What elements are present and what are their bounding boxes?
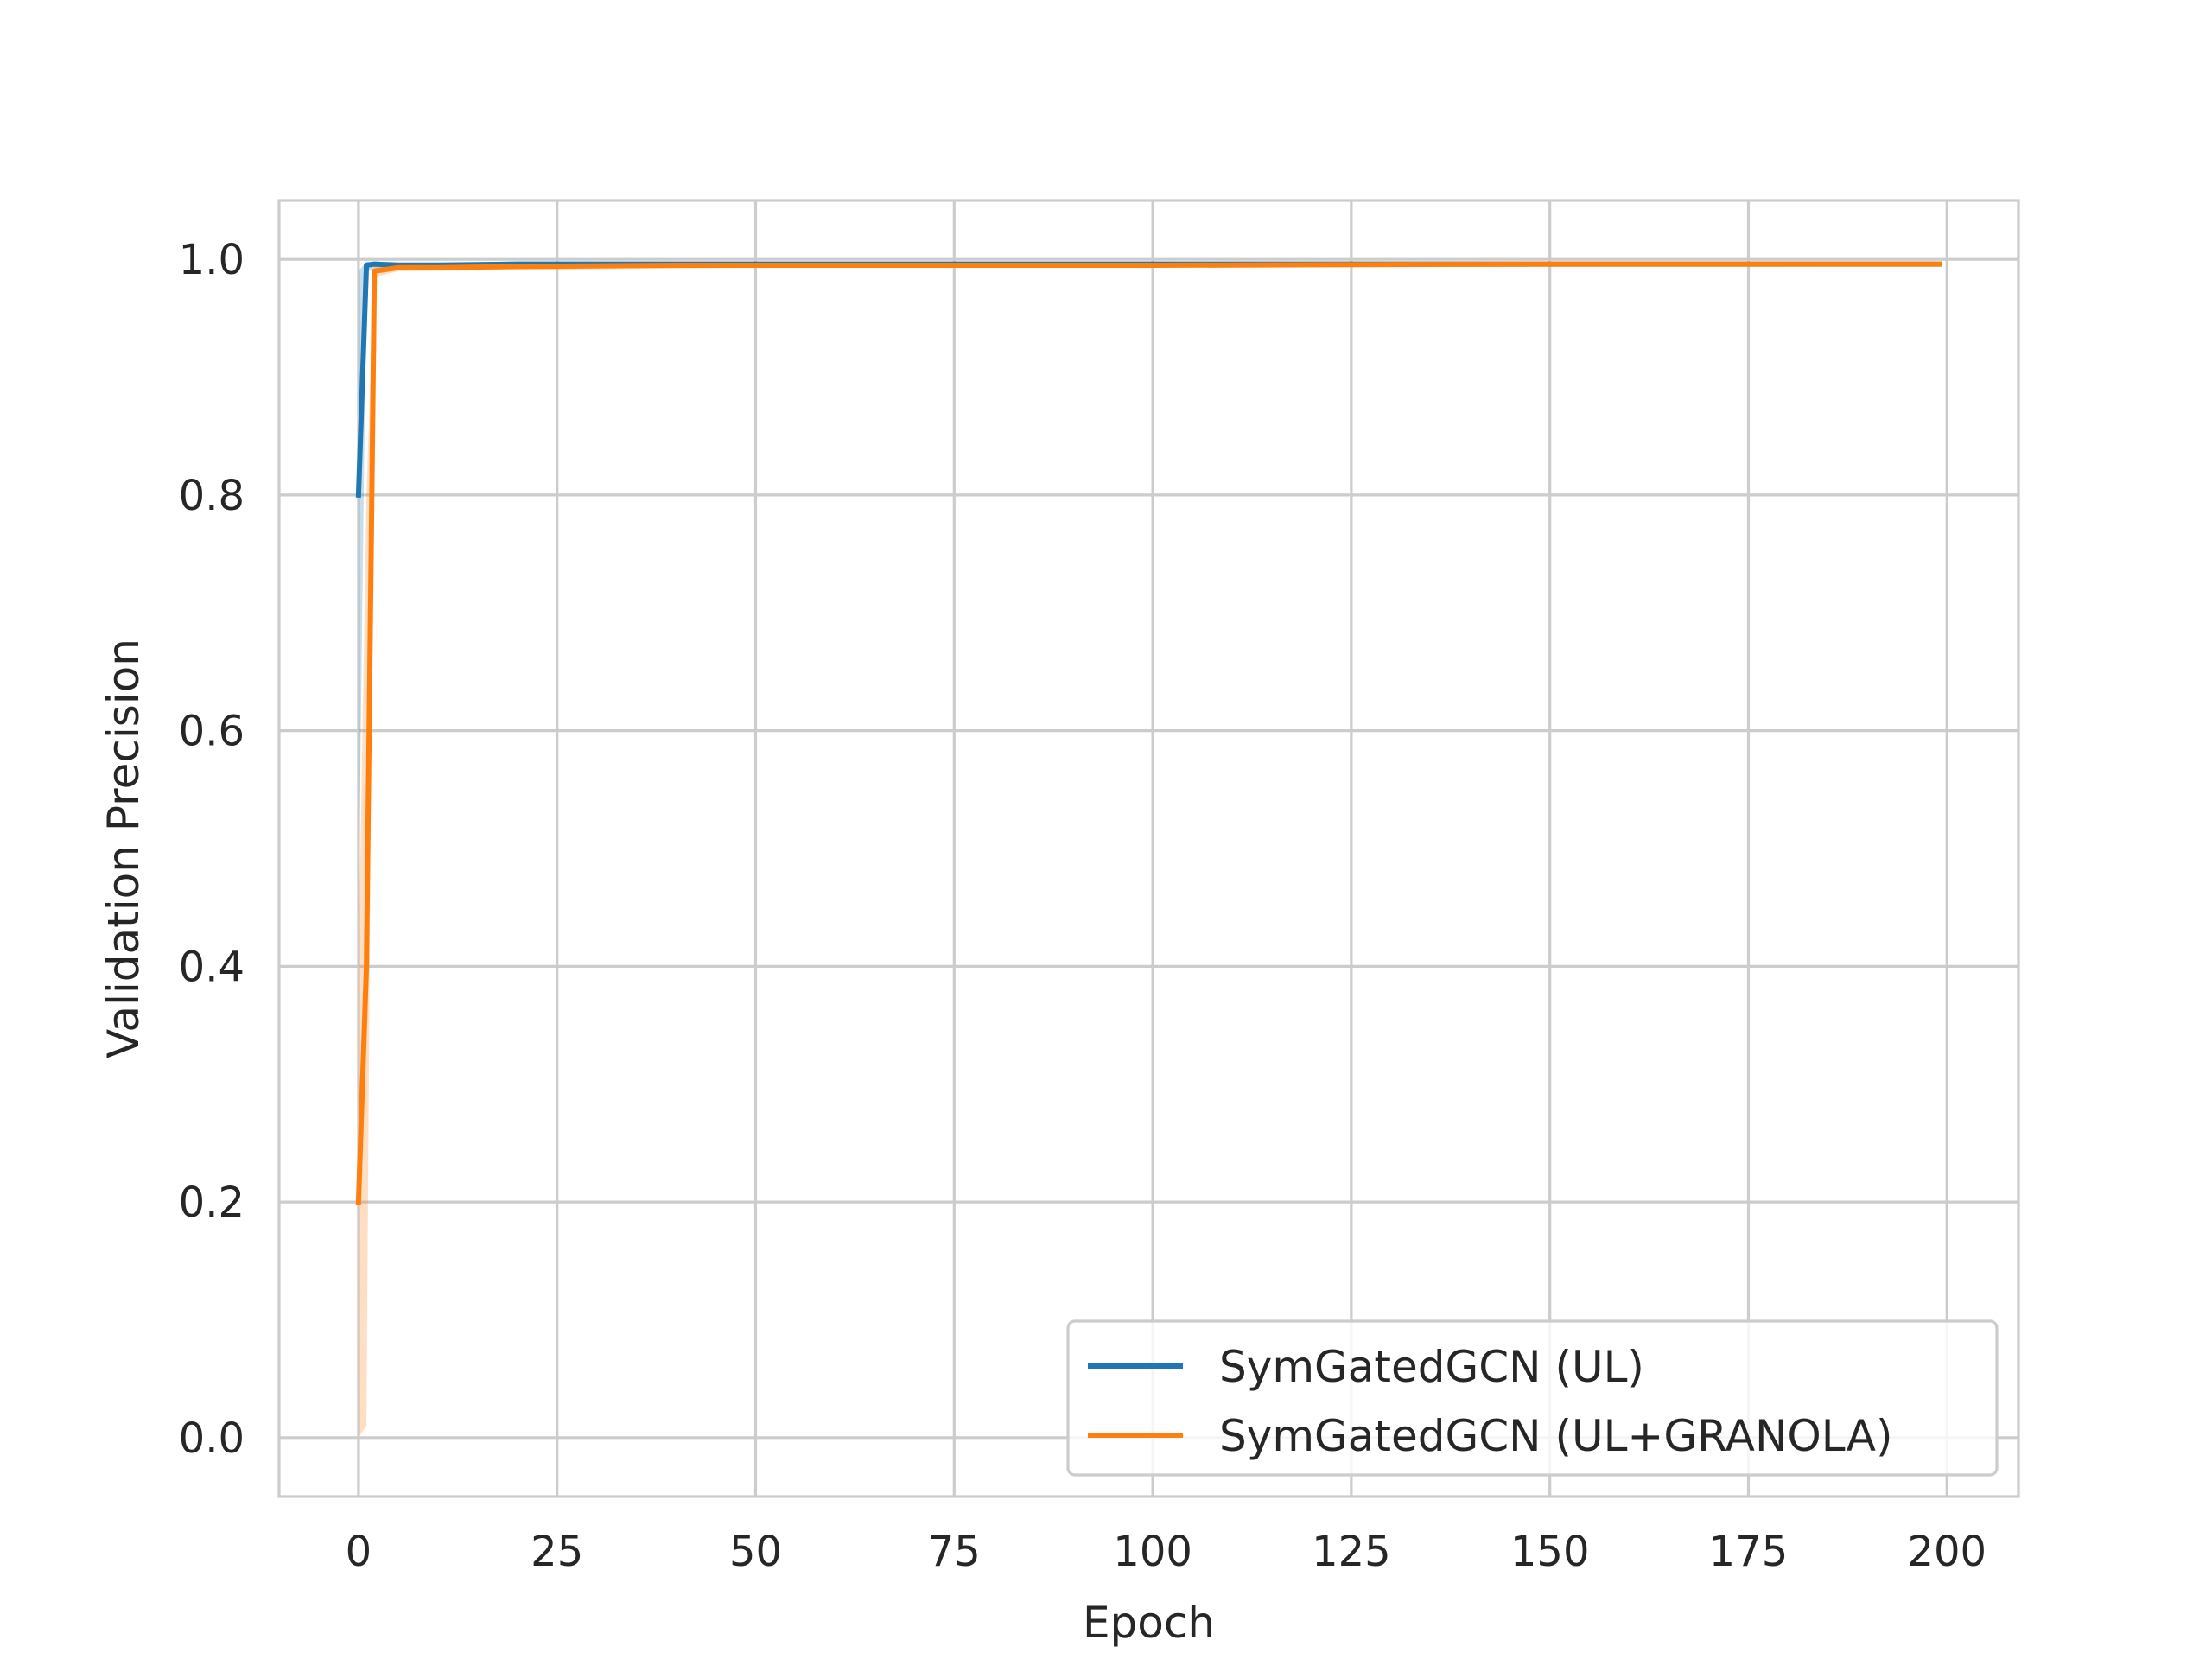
x-tick-label: 0 — [346, 1528, 372, 1576]
y-tick-label: 0.8 — [179, 472, 245, 520]
x-tick-label: 25 — [531, 1528, 583, 1576]
y-tick-label: 0.0 — [179, 1414, 245, 1463]
x-tick-label: 125 — [1312, 1528, 1391, 1576]
y-tick-label: 1.0 — [179, 236, 245, 284]
plot-frame — [277, 199, 2020, 1498]
x-tick-labels: 0 25 50 75 100 125 150 175 200 — [346, 1528, 1986, 1576]
series-line-1 — [355, 261, 1942, 1205]
series-lines — [355, 261, 1942, 1205]
x-tick-label: 50 — [729, 1528, 782, 1576]
y-tick-label: 0.2 — [179, 1179, 245, 1227]
x-tick-label: 150 — [1510, 1528, 1590, 1576]
y-tick-label: 0.4 — [179, 943, 245, 991]
legend-label-0: SymGatedGCN (UL) — [1219, 1342, 1644, 1392]
x-tick-label: 75 — [928, 1528, 981, 1576]
x-axis-label: Epoch — [1083, 1598, 1215, 1648]
y-tick-label: 0.6 — [179, 708, 245, 756]
y-axis-label: Validation Precision — [99, 639, 149, 1058]
x-tick-label: 175 — [1709, 1528, 1789, 1576]
legend: SymGatedGCN (UL) SymGatedGCN (UL+GRANOLA) — [1066, 1319, 1999, 1477]
legend-label-1: SymGatedGCN (UL+GRANOLA) — [1219, 1411, 1892, 1461]
y-tick-labels: 0.0 0.2 0.4 0.6 0.8 1.0 — [179, 236, 245, 1463]
x-tick-label: 100 — [1113, 1528, 1192, 1576]
legend-box — [1066, 1319, 1999, 1477]
x-tick-label: 200 — [1907, 1528, 1986, 1576]
